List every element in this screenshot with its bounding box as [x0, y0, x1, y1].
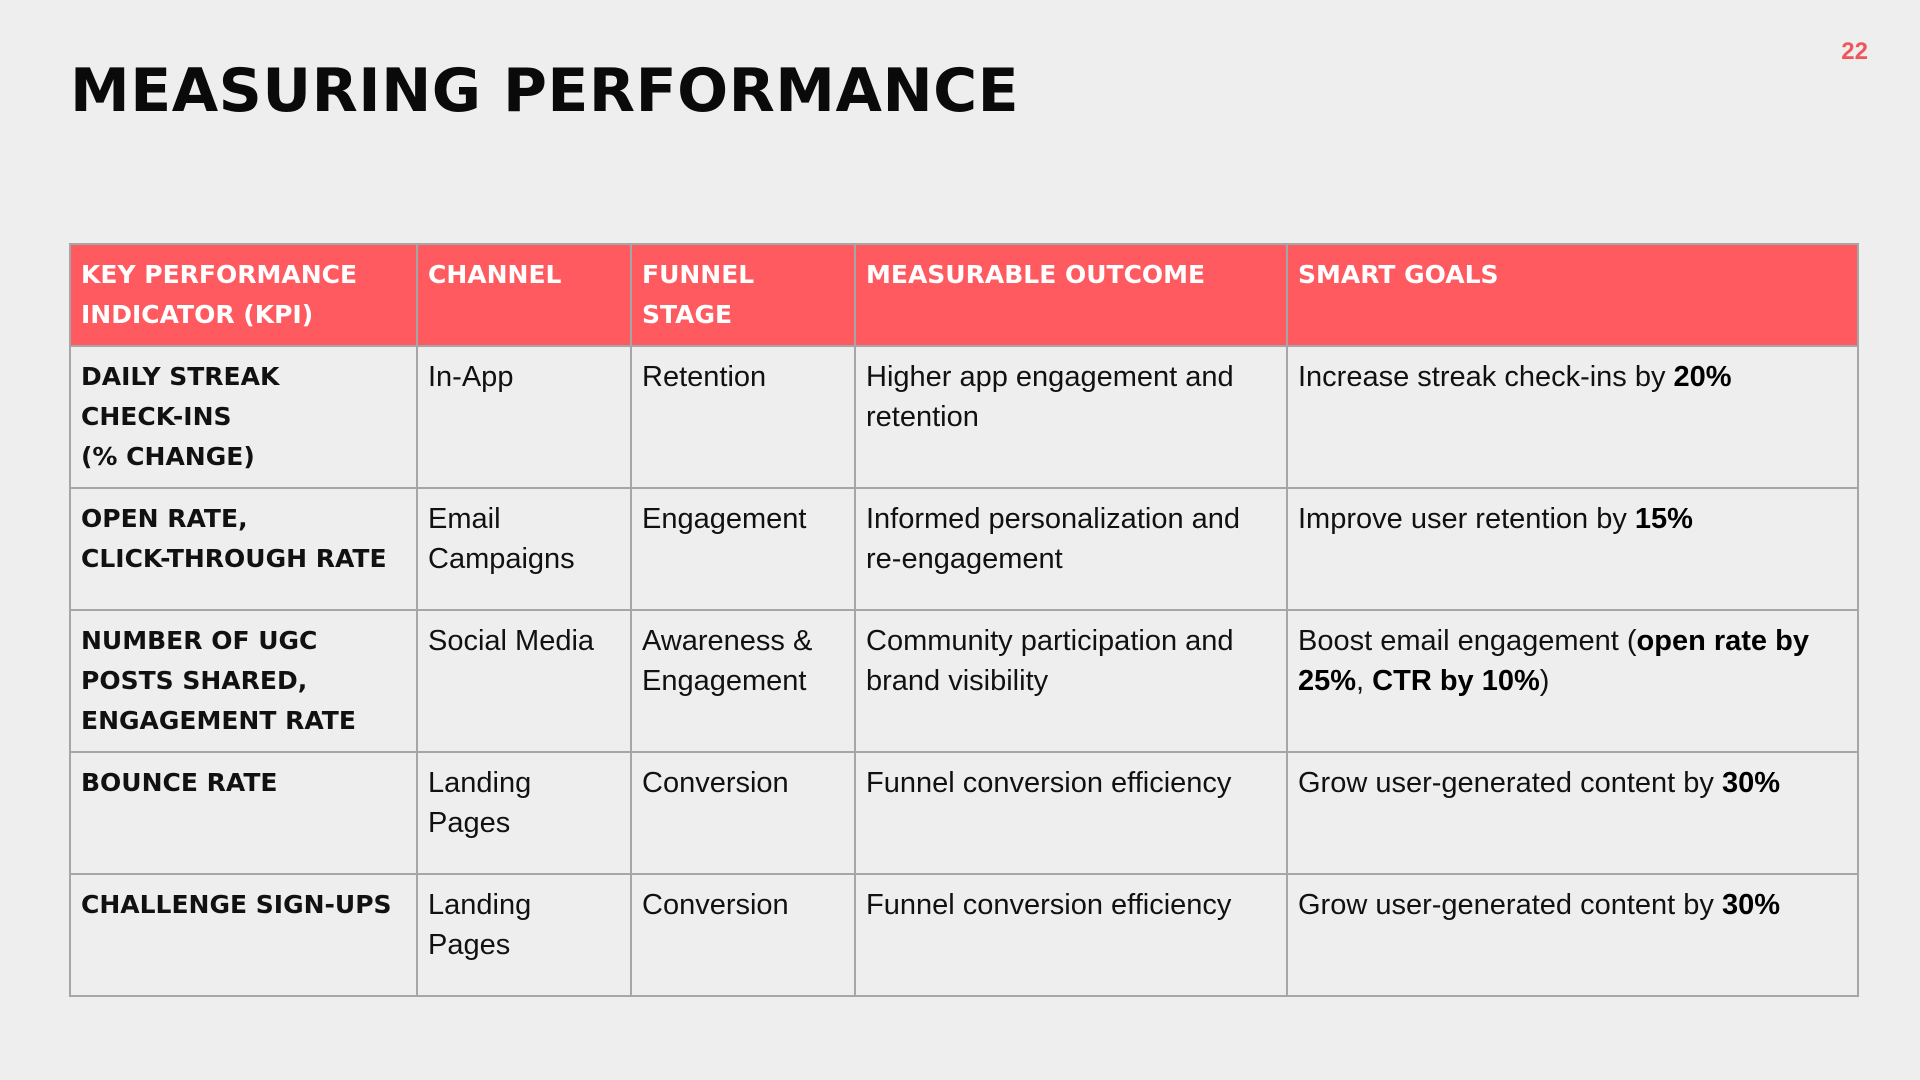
channel-cell: Social Media: [416, 609, 632, 753]
kpi-line: (% CHANGE): [81, 442, 255, 471]
goal-text: ): [1539, 665, 1550, 697]
channel-cell: Email Campaigns: [416, 487, 632, 611]
goal-cell: Improve user retention by 15%: [1286, 487, 1859, 611]
outcome-cell: Higher app engagement and retention: [854, 345, 1288, 489]
goal-text: Increase streak check-ins by: [1298, 361, 1674, 393]
table-header-row: KEY PERFORMANCE INDICATOR (KPI) CHANNEL …: [69, 243, 1859, 347]
header-channel: CHANNEL: [416, 243, 632, 347]
goal-text: ,: [1356, 665, 1373, 697]
goal-text: Improve user retention by: [1298, 503, 1635, 535]
goal-cell: Increase streak check-ins by 20%: [1286, 345, 1859, 489]
goal-highlight: 20%: [1673, 361, 1732, 393]
kpi-cell: OPEN RATE, CLICK-THROUGH RATE: [69, 487, 418, 611]
header-funnel-stage: FUNNEL STAGE: [630, 243, 856, 347]
kpi-cell: BOUNCE RATE: [69, 751, 418, 875]
kpi-line: ENGAGEMENT RATE: [81, 706, 356, 735]
goal-highlight: 30%: [1721, 767, 1781, 799]
table-row: DAILY STREAK CHECK-INS (% CHANGE) In-App…: [69, 345, 1859, 489]
goal-text: Boost email engagement (: [1298, 625, 1637, 657]
slide-title: MEASURING PERFORMANCE: [70, 56, 1020, 126]
kpi-line: BOUNCE RATE: [81, 768, 278, 797]
kpi-line: CLICK-THROUGH RATE: [81, 544, 387, 573]
funnel-stage-cell: Awareness & Engagement: [630, 609, 856, 753]
table-row: OPEN RATE, CLICK-THROUGH RATE Email Camp…: [69, 487, 1859, 611]
kpi-table: KEY PERFORMANCE INDICATOR (KPI) CHANNEL …: [69, 243, 1859, 997]
channel-cell: Landing Pages: [416, 751, 632, 875]
goal-cell: Grow user-generated content by 30%: [1286, 873, 1859, 997]
kpi-line: OPEN RATE,: [81, 504, 248, 533]
table-row: BOUNCE RATE Landing Pages Conversion Fun…: [69, 751, 1859, 875]
funnel-stage-cell: Engagement: [630, 487, 856, 611]
channel-cell: In-App: [416, 345, 632, 489]
channel-cell: Landing Pages: [416, 873, 632, 997]
goal-text: Grow user-generated content by: [1298, 889, 1722, 921]
kpi-line: POSTS SHARED,: [81, 666, 308, 695]
kpi-cell: DAILY STREAK CHECK-INS (% CHANGE): [69, 345, 418, 489]
kpi-line: CHALLENGE SIGN-UPS: [81, 890, 392, 919]
table-row: NUMBER OF UGC POSTS SHARED, ENGAGEMENT R…: [69, 609, 1859, 753]
goal-highlight: 30%: [1721, 889, 1781, 921]
goal-cell: Grow user-generated content by 30%: [1286, 751, 1859, 875]
goal-cell: Boost email engagement (open rate by 25%…: [1286, 609, 1859, 753]
outcome-cell: Community participation and brand visibi…: [854, 609, 1288, 753]
goal-text: Grow user-generated content by: [1298, 767, 1722, 799]
table-row: CHALLENGE SIGN-UPS Landing Pages Convers…: [69, 873, 1859, 997]
kpi-cell: NUMBER OF UGC POSTS SHARED, ENGAGEMENT R…: [69, 609, 418, 753]
goal-highlight: CTR by 10%: [1372, 665, 1540, 697]
header-measurable-outcome: MEASURABLE OUTCOME: [854, 243, 1288, 347]
header-kpi: KEY PERFORMANCE INDICATOR (KPI): [69, 243, 418, 347]
goal-highlight: 15%: [1634, 503, 1693, 535]
header-smart-goals: SMART GOALS: [1286, 243, 1859, 347]
kpi-line: NUMBER OF UGC: [81, 626, 318, 655]
kpi-line: DAILY STREAK: [81, 362, 280, 391]
outcome-cell: Informed personalization and re-engageme…: [854, 487, 1288, 611]
funnel-stage-cell: Conversion: [630, 873, 856, 997]
kpi-line: CHECK-INS: [81, 402, 232, 431]
outcome-cell: Funnel conversion efficiency: [854, 751, 1288, 875]
goal-highlight: open rate by 25%: [1298, 625, 1809, 697]
funnel-stage-cell: Retention: [630, 345, 856, 489]
kpi-cell: CHALLENGE SIGN-UPS: [69, 873, 418, 997]
funnel-stage-cell: Conversion: [630, 751, 856, 875]
outcome-cell: Funnel conversion efficiency: [854, 873, 1288, 997]
page-number: 22: [1841, 38, 1868, 65]
